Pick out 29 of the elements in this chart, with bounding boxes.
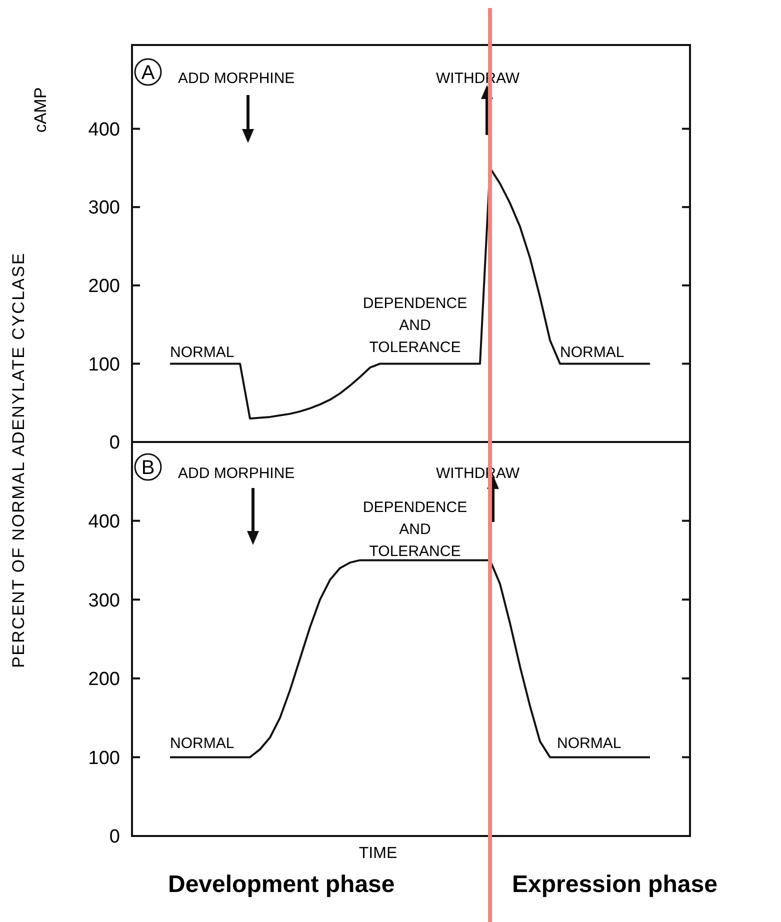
text: Development phase [168,871,395,898]
annotation: NORMAL [170,344,234,361]
y-axis-title: cAMP [30,87,50,133]
annotation: WITHDRAW [436,465,520,482]
y-tick-label: 0 [109,826,120,848]
y-tick-label: 100 [88,748,120,769]
annotation: WITHDRAW [436,70,520,87]
y-tick-label: 300 [88,590,120,612]
y-tick-label: 100 [88,354,120,376]
annotation: ADD MORPHINE [178,70,295,87]
text: B [141,457,155,480]
annotation: NORMAL [170,735,234,752]
annotation: NORMAL [560,344,624,361]
annotation: ADD MORPHINE [178,465,295,482]
y-tick-label: 400 [88,511,120,532]
annotation: DEPENDENCE AND TOLERANCE [362,295,468,356]
x-axis-title: TIME [358,845,398,862]
line-series [169,559,651,758]
y-tick-label: 0 [109,432,120,454]
y-tick-label: 300 [88,198,120,219]
annotation: NORMAL [557,735,622,752]
y-tick-label: 200 [88,276,120,298]
y-axis-title: PERCENT OF NORMAL ADENYLATE CYCLASE [8,252,28,668]
annotation: DEPENDENCE AND TOLERANCE [362,499,468,560]
y-tick-label: 200 [88,669,120,690]
line-series [169,166,651,420]
text: A [141,62,156,84]
y-tick-label: 400 [88,119,120,140]
text: Expression phase [512,871,718,898]
